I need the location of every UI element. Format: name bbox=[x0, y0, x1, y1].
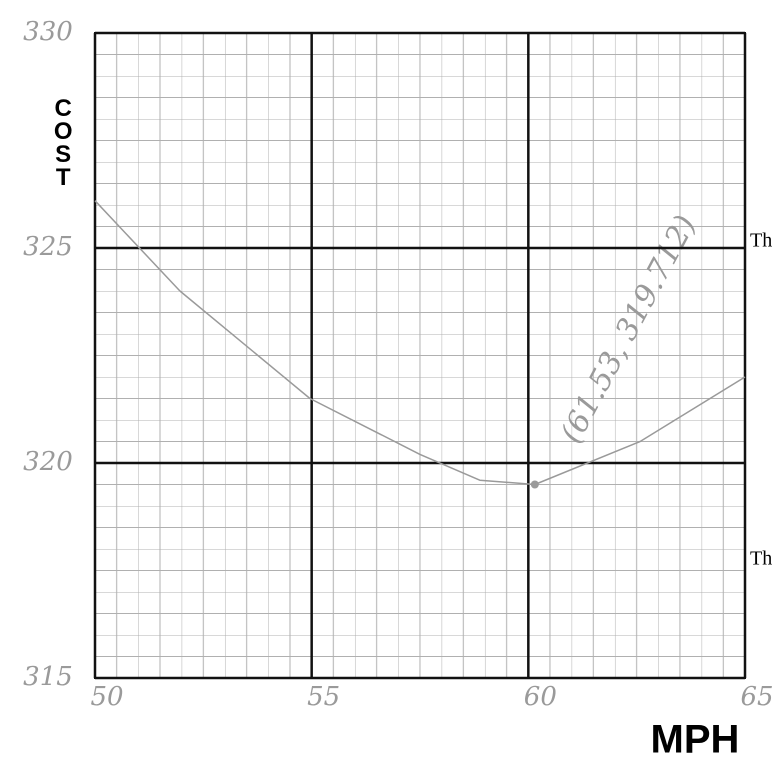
grid-background bbox=[95, 33, 745, 678]
x-tick-label: 60 bbox=[524, 682, 557, 712]
x-tick-label: 55 bbox=[307, 682, 340, 712]
chart: COST MPH Th Th (61.53, 319.712) 50556065… bbox=[0, 0, 773, 763]
y-tick-label: 330 bbox=[23, 17, 73, 47]
vertex-point bbox=[531, 481, 539, 489]
y-axis-label: COST bbox=[50, 95, 77, 187]
margin-text: Th bbox=[750, 548, 772, 570]
y-tick-label: 320 bbox=[23, 447, 73, 477]
x-tick-label: 65 bbox=[740, 682, 773, 712]
y-tick-label: 315 bbox=[23, 662, 73, 692]
x-tick-label: 50 bbox=[90, 682, 123, 712]
y-tick-label: 325 bbox=[23, 232, 73, 262]
x-axis-label: MPH bbox=[651, 718, 740, 762]
margin-text: Th bbox=[750, 230, 772, 252]
